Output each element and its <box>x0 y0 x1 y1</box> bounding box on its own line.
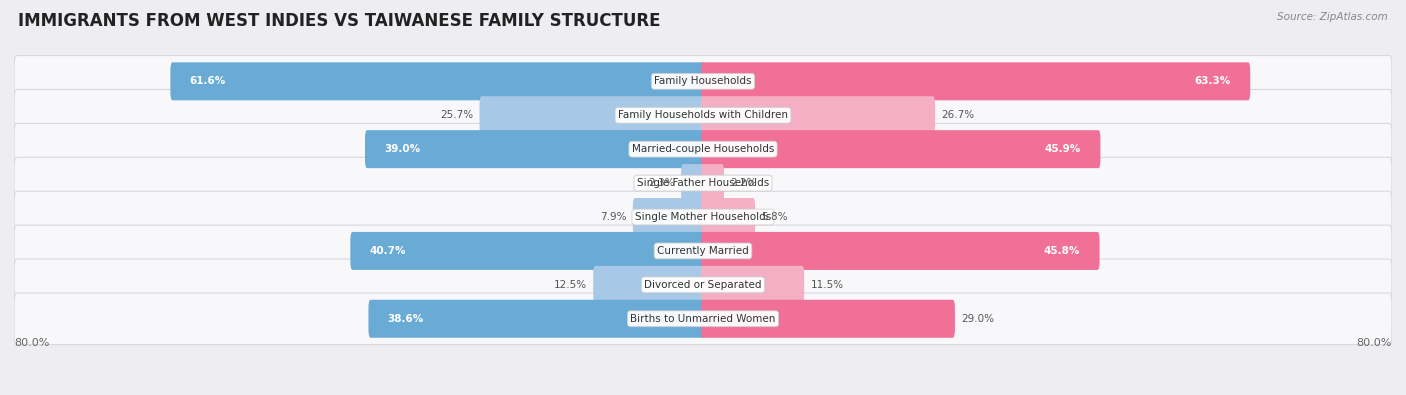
FancyBboxPatch shape <box>700 198 755 236</box>
Text: Single Mother Households: Single Mother Households <box>636 212 770 222</box>
Text: 25.7%: 25.7% <box>440 110 472 120</box>
FancyBboxPatch shape <box>700 232 1099 270</box>
FancyBboxPatch shape <box>700 130 1101 168</box>
Text: 63.3%: 63.3% <box>1195 76 1230 87</box>
Text: Married-couple Households: Married-couple Households <box>631 144 775 154</box>
Text: Family Households with Children: Family Households with Children <box>619 110 787 120</box>
Text: Source: ZipAtlas.com: Source: ZipAtlas.com <box>1277 12 1388 22</box>
Text: 29.0%: 29.0% <box>962 314 994 324</box>
Text: 61.6%: 61.6% <box>190 76 226 87</box>
FancyBboxPatch shape <box>14 259 1392 310</box>
FancyBboxPatch shape <box>593 266 706 304</box>
Text: 26.7%: 26.7% <box>942 110 974 120</box>
FancyBboxPatch shape <box>14 157 1392 209</box>
Text: Family Households: Family Households <box>654 76 752 87</box>
Text: 12.5%: 12.5% <box>554 280 586 290</box>
Text: 40.7%: 40.7% <box>370 246 406 256</box>
FancyBboxPatch shape <box>14 89 1392 141</box>
FancyBboxPatch shape <box>14 293 1392 344</box>
Text: 80.0%: 80.0% <box>1357 338 1392 348</box>
FancyBboxPatch shape <box>14 123 1392 175</box>
Text: 45.9%: 45.9% <box>1045 144 1081 154</box>
FancyBboxPatch shape <box>633 198 706 236</box>
FancyBboxPatch shape <box>14 191 1392 243</box>
FancyBboxPatch shape <box>366 130 706 168</box>
FancyBboxPatch shape <box>700 164 724 202</box>
FancyBboxPatch shape <box>700 62 1250 100</box>
FancyBboxPatch shape <box>170 62 706 100</box>
Text: 80.0%: 80.0% <box>14 338 49 348</box>
Text: 39.0%: 39.0% <box>384 144 420 154</box>
Text: Births to Unmarried Women: Births to Unmarried Women <box>630 314 776 324</box>
Text: 7.9%: 7.9% <box>600 212 626 222</box>
Text: 5.8%: 5.8% <box>762 212 787 222</box>
FancyBboxPatch shape <box>350 232 706 270</box>
Text: Divorced or Separated: Divorced or Separated <box>644 280 762 290</box>
Text: IMMIGRANTS FROM WEST INDIES VS TAIWANESE FAMILY STRUCTURE: IMMIGRANTS FROM WEST INDIES VS TAIWANESE… <box>18 12 661 30</box>
FancyBboxPatch shape <box>368 300 706 338</box>
Text: 2.3%: 2.3% <box>648 178 675 188</box>
Text: 38.6%: 38.6% <box>388 314 425 324</box>
FancyBboxPatch shape <box>700 266 804 304</box>
FancyBboxPatch shape <box>479 96 706 134</box>
Text: Currently Married: Currently Married <box>657 246 749 256</box>
FancyBboxPatch shape <box>681 164 706 202</box>
Text: 45.8%: 45.8% <box>1043 246 1080 256</box>
Text: 2.2%: 2.2% <box>731 178 756 188</box>
FancyBboxPatch shape <box>14 56 1392 107</box>
Text: Single Father Households: Single Father Households <box>637 178 769 188</box>
FancyBboxPatch shape <box>14 225 1392 277</box>
FancyBboxPatch shape <box>700 300 955 338</box>
Text: 11.5%: 11.5% <box>811 280 844 290</box>
FancyBboxPatch shape <box>700 96 935 134</box>
